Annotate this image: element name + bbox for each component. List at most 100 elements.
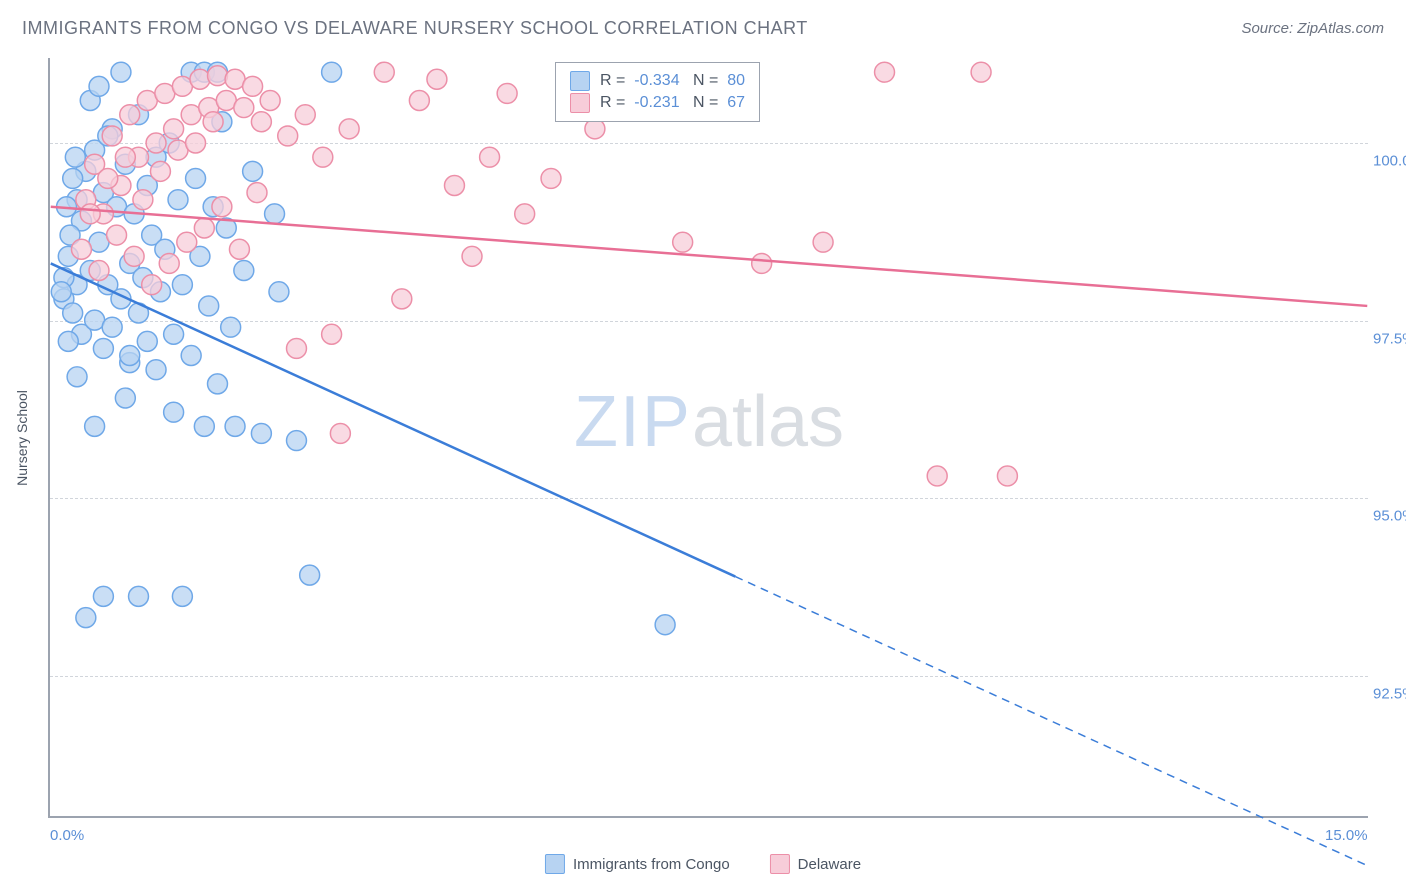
y-tick-label: 97.5% bbox=[1373, 330, 1406, 347]
data-point bbox=[186, 168, 206, 188]
data-point bbox=[251, 112, 271, 132]
data-point bbox=[295, 105, 315, 125]
x-tick-label: 15.0% bbox=[1325, 827, 1368, 844]
data-point bbox=[480, 147, 500, 167]
data-point bbox=[199, 296, 219, 316]
data-point bbox=[93, 586, 113, 606]
data-point bbox=[63, 168, 83, 188]
data-point bbox=[374, 62, 394, 82]
legend-swatch bbox=[570, 93, 590, 113]
data-point bbox=[208, 374, 228, 394]
bottom-legend: Immigrants from Congo Delaware bbox=[545, 854, 861, 874]
data-point bbox=[203, 112, 223, 132]
plot-area: 92.5%95.0%97.5%100.0%0.0%15.0%ZIPatlas bbox=[48, 58, 1368, 818]
data-point bbox=[181, 346, 201, 366]
data-point bbox=[444, 176, 464, 196]
data-point bbox=[186, 133, 206, 153]
data-point bbox=[146, 133, 166, 153]
data-point bbox=[115, 147, 135, 167]
y-tick-label: 92.5% bbox=[1373, 685, 1406, 702]
data-point bbox=[93, 338, 113, 358]
data-point bbox=[813, 232, 833, 252]
data-point bbox=[80, 204, 100, 224]
data-point bbox=[102, 317, 122, 337]
data-point bbox=[164, 402, 184, 422]
data-point bbox=[971, 62, 991, 82]
stats-row: R = -0.334 N = 80 bbox=[570, 71, 745, 91]
data-point bbox=[124, 246, 144, 266]
data-point bbox=[655, 615, 675, 635]
data-point bbox=[120, 346, 140, 366]
data-point bbox=[89, 76, 109, 96]
data-point bbox=[251, 423, 271, 443]
regression-line bbox=[51, 207, 1368, 306]
data-point bbox=[107, 225, 127, 245]
data-point bbox=[65, 147, 85, 167]
legend-swatch bbox=[570, 71, 590, 91]
data-point bbox=[120, 105, 140, 125]
data-point bbox=[190, 69, 210, 89]
x-tick-label: 0.0% bbox=[50, 827, 84, 844]
data-point bbox=[462, 246, 482, 266]
data-point bbox=[194, 218, 214, 238]
legend-label: Delaware bbox=[798, 856, 861, 873]
data-point bbox=[997, 466, 1017, 486]
data-point bbox=[115, 388, 135, 408]
data-point bbox=[278, 126, 298, 146]
source-attribution: Source: ZipAtlas.com bbox=[1241, 20, 1384, 37]
data-point bbox=[137, 331, 157, 351]
legend-item: Delaware bbox=[770, 854, 861, 874]
data-point bbox=[221, 317, 241, 337]
chart-title: IMMIGRANTS FROM CONGO VS DELAWARE NURSER… bbox=[22, 18, 808, 39]
data-point bbox=[497, 83, 517, 103]
data-point bbox=[229, 239, 249, 259]
data-point bbox=[168, 190, 188, 210]
data-point bbox=[212, 197, 232, 217]
data-point bbox=[58, 331, 78, 351]
data-point bbox=[313, 147, 333, 167]
data-point bbox=[300, 565, 320, 585]
data-point bbox=[102, 126, 122, 146]
data-point bbox=[322, 324, 342, 344]
data-point bbox=[269, 282, 289, 302]
data-point bbox=[287, 431, 307, 451]
data-point bbox=[67, 367, 87, 387]
data-point bbox=[225, 416, 245, 436]
data-point bbox=[76, 608, 96, 628]
stats-box: R = -0.334 N = 80R = -0.231 N = 67 bbox=[555, 62, 760, 122]
data-point bbox=[85, 416, 105, 436]
data-point bbox=[111, 62, 131, 82]
data-point bbox=[172, 586, 192, 606]
data-point bbox=[427, 69, 447, 89]
data-point bbox=[673, 232, 693, 252]
data-point bbox=[515, 204, 535, 224]
y-axis-title: Nursery School bbox=[14, 390, 30, 486]
data-point bbox=[177, 232, 197, 252]
data-point bbox=[243, 76, 263, 96]
data-point bbox=[234, 261, 254, 281]
data-point bbox=[322, 62, 342, 82]
data-point bbox=[159, 253, 179, 273]
data-point bbox=[392, 289, 412, 309]
stats-row: R = -0.231 N = 67 bbox=[570, 93, 745, 113]
regression-line bbox=[51, 263, 736, 576]
data-point bbox=[265, 204, 285, 224]
legend-item: Immigrants from Congo bbox=[545, 854, 730, 874]
legend-swatch bbox=[545, 854, 565, 874]
data-point bbox=[330, 423, 350, 443]
data-point bbox=[287, 338, 307, 358]
data-point bbox=[146, 360, 166, 380]
data-point bbox=[247, 183, 267, 203]
data-point bbox=[164, 324, 184, 344]
data-point bbox=[927, 466, 947, 486]
data-point bbox=[208, 66, 228, 86]
legend-label: Immigrants from Congo bbox=[573, 856, 730, 873]
data-point bbox=[541, 168, 561, 188]
data-point bbox=[71, 239, 91, 259]
data-point bbox=[51, 282, 71, 302]
data-point bbox=[164, 119, 184, 139]
data-point bbox=[409, 91, 429, 111]
legend-swatch bbox=[770, 854, 790, 874]
data-point bbox=[150, 161, 170, 181]
data-point bbox=[98, 168, 118, 188]
